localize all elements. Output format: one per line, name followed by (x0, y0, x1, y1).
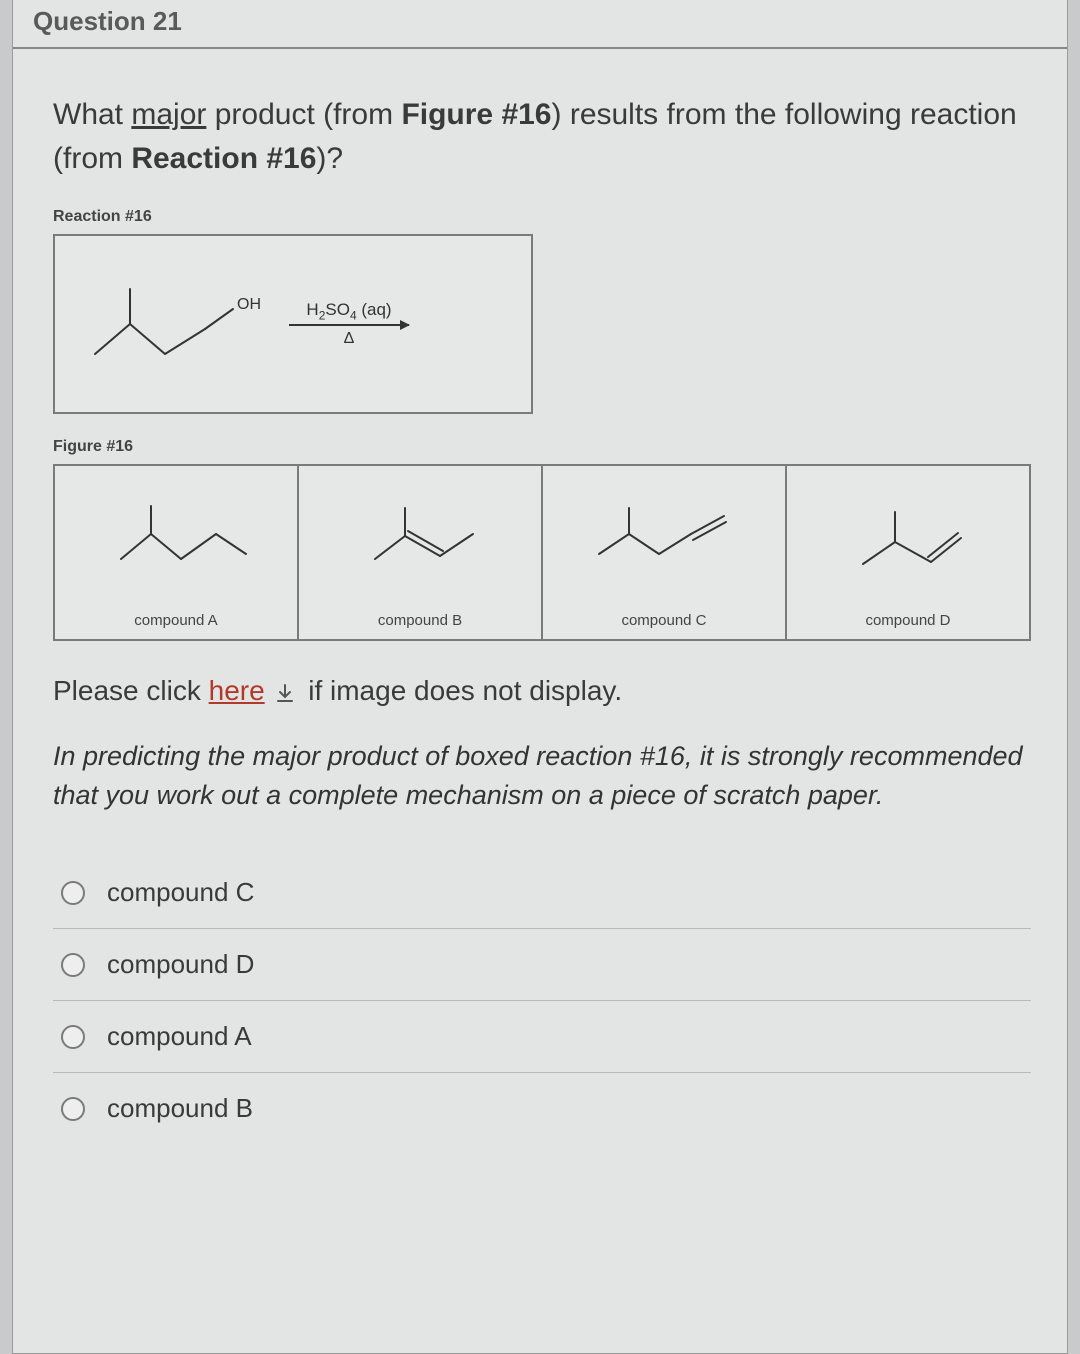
compound-a-structure (96, 494, 256, 584)
q-underlined: major (131, 98, 206, 131)
compound-c-cell: compound C (543, 466, 787, 639)
here-link[interactable]: here (209, 675, 265, 706)
compound-c-structure (579, 494, 749, 584)
question-text: What major product (from Figure #16) res… (53, 93, 1031, 180)
compound-b-structure (345, 494, 495, 584)
option-compound-b[interactable]: compound B (53, 1073, 1031, 1144)
q-text-4: )? (316, 142, 343, 175)
reagent-top: H2SO4 (aq) (289, 300, 409, 322)
compound-c-caption: compound C (551, 612, 777, 629)
compound-d-caption: compound D (795, 612, 1021, 629)
content-area: What major product (from Figure #16) res… (13, 49, 1067, 1164)
compound-a-cell: compound A (55, 466, 299, 639)
click-suffix: if image does not display. (308, 675, 622, 706)
option-label: compound A (107, 1021, 252, 1052)
radio-icon[interactable] (61, 881, 85, 905)
oh-label: OH (237, 296, 261, 313)
figure-row: compound A compound B (53, 464, 1031, 641)
reaction-conditions: H2SO4 (aq) Δ (289, 300, 409, 348)
q-bold-2: Reaction #16 (131, 142, 316, 175)
reaction-box: OH H2SO4 (aq) Δ (53, 234, 533, 414)
q-text-1: What (53, 98, 131, 131)
compound-a-caption: compound A (63, 612, 289, 629)
option-compound-a[interactable]: compound A (53, 1001, 1031, 1073)
option-label: compound D (107, 949, 254, 980)
q-text-2: product (from (206, 98, 401, 131)
compound-b-caption: compound B (307, 612, 533, 629)
hint-text: In predicting the major product of boxed… (53, 737, 1031, 815)
page-container: Question 21 What major product (from Fig… (12, 0, 1068, 1354)
answer-options: compound C compound D compound A compoun… (53, 857, 1031, 1144)
compound-d-structure (833, 494, 983, 584)
image-fallback-text: Please click here if image does not disp… (53, 675, 1031, 711)
click-prefix: Please click (53, 675, 209, 706)
q-bold-1: Figure #16 (401, 98, 551, 131)
radio-icon[interactable] (61, 953, 85, 977)
option-label: compound C (107, 877, 254, 908)
compound-d-cell: compound D (787, 466, 1029, 639)
option-compound-d[interactable]: compound D (53, 929, 1031, 1001)
compound-b-cell: compound B (299, 466, 543, 639)
question-number: Question 21 (33, 6, 182, 37)
download-icon[interactable] (274, 679, 296, 711)
reaction-arrow-icon (289, 324, 409, 326)
option-compound-c[interactable]: compound C (53, 857, 1031, 929)
radio-icon[interactable] (61, 1097, 85, 1121)
reaction-label: Reaction #16 (53, 208, 1031, 226)
reactant-structure: OH (75, 259, 265, 389)
option-label: compound B (107, 1093, 253, 1124)
question-header: Question 21 (13, 0, 1067, 49)
radio-icon[interactable] (61, 1025, 85, 1049)
reagent-bottom: Δ (289, 330, 409, 348)
figure-label: Figure #16 (53, 438, 1031, 456)
